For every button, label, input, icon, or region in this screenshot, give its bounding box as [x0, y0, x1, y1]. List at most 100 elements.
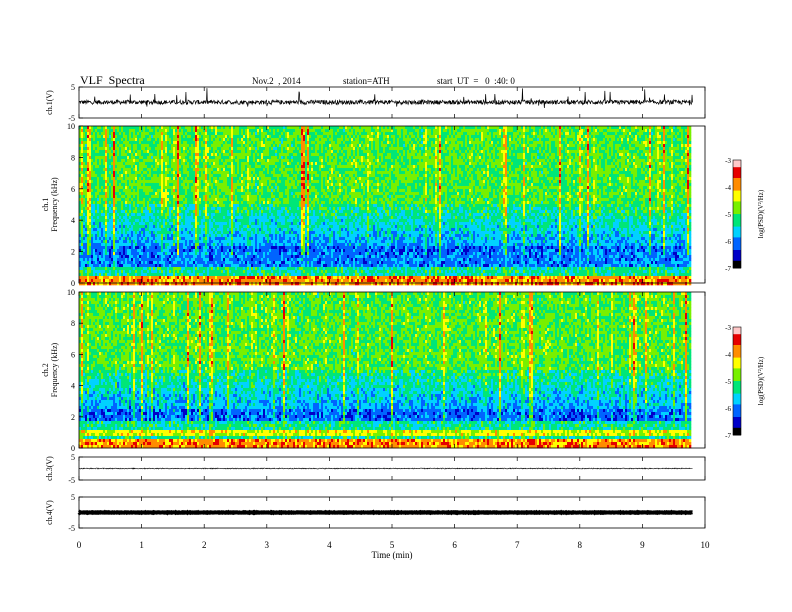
colorbar-band [733, 248, 741, 251]
colorbar-band [733, 169, 741, 172]
colorbar-band [733, 393, 741, 396]
y-axis-label: ch.4(V) [45, 500, 54, 525]
ch3-waveform-panel: 5 -5 ch.3(V) [45, 453, 706, 485]
colorbar-band [733, 431, 741, 434]
y-tick-label: -5 [68, 114, 75, 123]
colorbar-band [733, 160, 741, 163]
colorbar-band [733, 210, 741, 213]
colorbar-band [733, 332, 741, 335]
colorbar-band [733, 251, 741, 255]
colorbar-band [733, 368, 741, 371]
colorbar-band [733, 357, 741, 360]
x-tick-label: 3 [265, 540, 270, 550]
colorbar-band [733, 241, 741, 244]
colorbar-band [733, 205, 741, 208]
colorbar-band [733, 372, 741, 375]
colorbar-band [733, 197, 741, 201]
colorbar-band [733, 172, 741, 175]
colorbar-band [733, 399, 741, 402]
colorbar-band [733, 181, 741, 184]
spectrogram-cells [79, 292, 692, 449]
ch4-waveform-panel: 5 -5 ch.4(V) [45, 493, 706, 533]
colorbar-band [733, 404, 741, 407]
colorbar-tick-label: -3 [725, 157, 731, 165]
colorbar-band [733, 203, 741, 206]
colorbar-band [733, 354, 741, 357]
y-tick-label: 6 [71, 350, 75, 359]
colorbar-band [733, 390, 741, 393]
colorbar-band [733, 373, 741, 377]
colorbar-band [733, 230, 741, 233]
colorbar-band [733, 411, 741, 414]
colorbar-band [733, 188, 741, 192]
colorbar-band [733, 235, 741, 238]
colorbar-band [733, 194, 741, 197]
colorbar-band [733, 402, 741, 405]
colorbar-label: log(PSD)(V²/Hz) [757, 356, 765, 405]
x-tick-label: 8 [578, 540, 583, 550]
colorbar-band [733, 348, 741, 351]
colorbar-frame [732, 159, 742, 269]
colorbar-band [733, 364, 741, 368]
spectrogram-cells [79, 126, 692, 286]
colorbar-band [733, 408, 741, 411]
colorbar-band [733, 174, 741, 177]
ch1-colorbar: -3 -4 -5 -6 -7 log(PSD)(V²/Hz) [725, 157, 765, 273]
y-axis-label: ch.2 [41, 363, 50, 377]
y-tick-label: 4 [71, 382, 75, 391]
colorbar-band [733, 352, 741, 355]
colorbar-band [733, 379, 741, 382]
colorbar-band [733, 253, 741, 256]
colorbar-band [733, 179, 741, 183]
colorbar-band [733, 413, 741, 416]
colorbar-band [733, 206, 741, 210]
chart-title: VLF Spectra [80, 73, 145, 88]
colorbar-band [733, 361, 741, 364]
colorbar-band [733, 433, 741, 436]
colorbar-band [733, 375, 741, 378]
colorbar-band [733, 370, 741, 373]
station-label: station=ATH [343, 76, 390, 86]
colorbar-band [733, 366, 741, 369]
colorbar-band [733, 187, 741, 190]
colorbar-band [733, 426, 741, 429]
colorbar-band [733, 397, 741, 400]
colorbar-band [733, 239, 741, 242]
colorbar-tick-label: -4 [725, 351, 731, 359]
y-tick-label: 10 [67, 122, 75, 131]
colorbar-band [733, 264, 741, 267]
colorbar-band [733, 377, 741, 380]
y-tick-label: 5 [71, 493, 75, 502]
y-tick-label: 8 [71, 319, 75, 328]
colorbar-band [733, 219, 741, 222]
colorbar-band [733, 330, 741, 333]
colorbar-band [733, 221, 741, 224]
date-label: Nov.2 , 2014 [252, 76, 301, 86]
y-tick-label: 5 [71, 83, 75, 92]
colorbar-band [733, 260, 741, 264]
colorbar-band [733, 170, 741, 174]
colorbar-band [733, 257, 741, 260]
colorbar-band [733, 185, 741, 188]
colorbar-band [733, 422, 741, 425]
colorbar-band [733, 418, 741, 422]
colorbar-band [733, 346, 741, 350]
colorbar-band [733, 259, 741, 262]
x-tick-label: 1 [139, 540, 144, 550]
y-tick-label: 2 [71, 248, 75, 257]
colorbar-tick-label: -5 [725, 378, 731, 386]
colorbar-band [733, 163, 741, 166]
y-axis-label: ch.3(V) [45, 456, 54, 481]
colorbar-band [733, 386, 741, 389]
colorbar-band [733, 363, 741, 366]
x-tick-label: 9 [640, 540, 645, 550]
start-time-label: start UT = 0 :40: 0 [437, 76, 515, 86]
colorbar-band [733, 190, 741, 193]
colorbar-band [733, 341, 741, 344]
colorbar-band [733, 424, 741, 427]
colorbar-band [733, 196, 741, 199]
y-axis-label: Frequency (kHz) [50, 342, 59, 397]
colorbar-tick-label: -4 [725, 184, 731, 192]
y-tick-label: -5 [68, 524, 75, 533]
